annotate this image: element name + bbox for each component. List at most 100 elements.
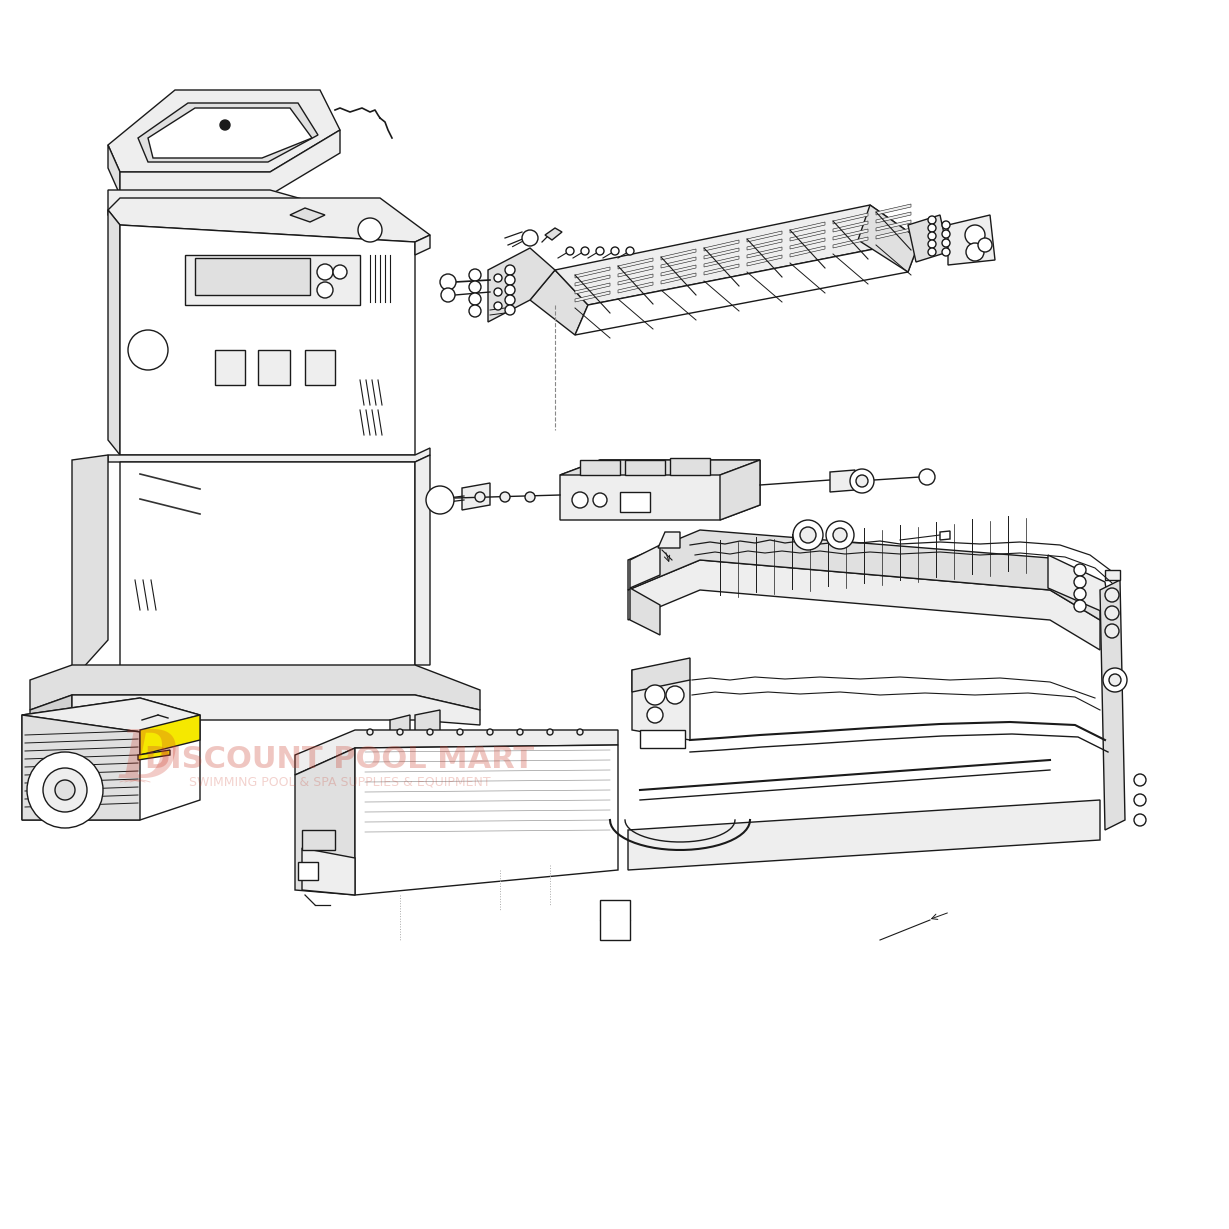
Circle shape <box>440 274 456 290</box>
Polygon shape <box>355 745 618 895</box>
Circle shape <box>576 729 583 735</box>
Circle shape <box>500 492 510 501</box>
Polygon shape <box>29 665 481 710</box>
Polygon shape <box>415 235 430 254</box>
Circle shape <box>793 520 823 551</box>
Polygon shape <box>530 270 587 336</box>
Polygon shape <box>258 350 290 385</box>
Polygon shape <box>575 291 610 302</box>
Polygon shape <box>833 213 868 224</box>
Polygon shape <box>632 658 689 692</box>
Polygon shape <box>390 715 410 745</box>
Polygon shape <box>661 249 696 261</box>
Polygon shape <box>108 210 120 455</box>
Circle shape <box>978 238 992 252</box>
Circle shape <box>494 302 501 310</box>
Polygon shape <box>632 670 689 740</box>
Polygon shape <box>618 265 653 277</box>
Polygon shape <box>305 350 336 385</box>
Circle shape <box>928 224 936 232</box>
Polygon shape <box>560 460 760 474</box>
Polygon shape <box>630 544 660 587</box>
Polygon shape <box>488 248 556 322</box>
Circle shape <box>43 768 87 812</box>
Polygon shape <box>195 258 310 295</box>
Polygon shape <box>833 229 868 240</box>
Circle shape <box>646 707 662 723</box>
Circle shape <box>317 264 333 280</box>
Circle shape <box>1074 576 1086 587</box>
Circle shape <box>457 729 463 735</box>
Polygon shape <box>138 103 318 162</box>
Circle shape <box>494 288 501 296</box>
Polygon shape <box>630 587 660 635</box>
Circle shape <box>1134 814 1145 826</box>
Polygon shape <box>747 254 782 265</box>
Polygon shape <box>29 696 73 735</box>
Text: SWIMMING POOL & SPA SUPPLIES & EQUIPMENT: SWIMMING POOL & SPA SUPPLIES & EQUIPMENT <box>189 775 490 789</box>
Polygon shape <box>876 229 911 238</box>
Circle shape <box>397 729 403 735</box>
Circle shape <box>941 248 950 256</box>
Circle shape <box>666 686 685 704</box>
Circle shape <box>333 265 347 279</box>
Polygon shape <box>138 750 170 760</box>
Circle shape <box>567 247 574 254</box>
Polygon shape <box>628 530 1100 619</box>
Circle shape <box>220 120 230 130</box>
Circle shape <box>941 238 950 247</box>
Circle shape <box>469 269 481 281</box>
Circle shape <box>596 247 603 254</box>
Polygon shape <box>556 205 921 305</box>
Circle shape <box>941 221 950 229</box>
Polygon shape <box>295 748 355 895</box>
Polygon shape <box>658 532 680 548</box>
Polygon shape <box>415 710 440 740</box>
Circle shape <box>928 248 936 256</box>
Polygon shape <box>670 458 710 474</box>
Polygon shape <box>626 460 665 474</box>
Text: DISCOUNT POOL MART: DISCOUNT POOL MART <box>145 746 535 774</box>
Polygon shape <box>704 256 739 267</box>
Polygon shape <box>618 281 653 293</box>
Polygon shape <box>790 230 825 241</box>
Polygon shape <box>628 560 1100 650</box>
Polygon shape <box>747 238 782 249</box>
Polygon shape <box>415 455 430 665</box>
Circle shape <box>581 247 589 254</box>
Polygon shape <box>544 229 562 240</box>
Circle shape <box>1074 600 1086 612</box>
Polygon shape <box>704 248 739 259</box>
Circle shape <box>426 729 433 735</box>
Polygon shape <box>580 460 619 474</box>
Polygon shape <box>830 469 855 492</box>
Polygon shape <box>120 225 415 455</box>
Circle shape <box>1102 669 1127 692</box>
Polygon shape <box>858 205 921 272</box>
Circle shape <box>505 265 515 275</box>
Polygon shape <box>600 900 630 940</box>
Polygon shape <box>295 730 618 775</box>
Polygon shape <box>876 211 911 222</box>
Circle shape <box>367 729 372 735</box>
Polygon shape <box>290 208 324 222</box>
Polygon shape <box>790 238 825 249</box>
Circle shape <box>645 685 665 705</box>
Circle shape <box>919 469 935 485</box>
Polygon shape <box>908 215 948 262</box>
Polygon shape <box>747 231 782 242</box>
Polygon shape <box>876 204 911 215</box>
Polygon shape <box>108 198 430 242</box>
Polygon shape <box>41 730 55 760</box>
Polygon shape <box>186 254 360 305</box>
Circle shape <box>474 492 485 501</box>
Polygon shape <box>876 220 911 231</box>
Polygon shape <box>704 240 739 251</box>
Polygon shape <box>1100 580 1125 830</box>
Circle shape <box>522 230 538 246</box>
Circle shape <box>941 230 950 238</box>
Circle shape <box>505 285 515 295</box>
Circle shape <box>850 469 874 493</box>
Polygon shape <box>640 730 685 748</box>
Circle shape <box>525 492 535 501</box>
